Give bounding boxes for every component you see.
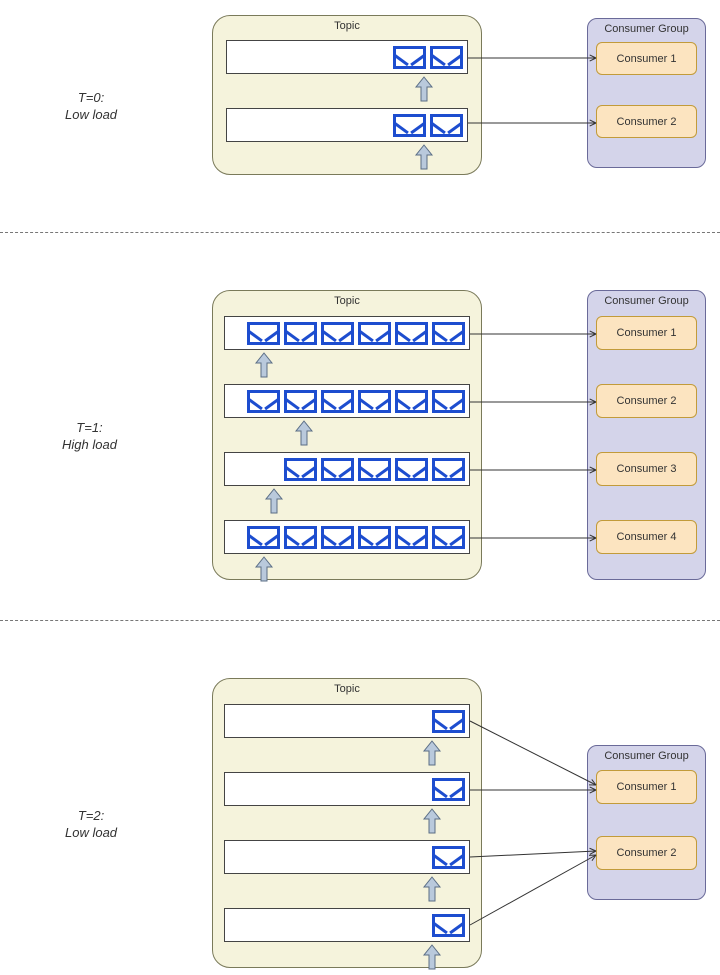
arrow [468, 395, 606, 407]
partition [224, 704, 470, 738]
group-title: Consumer Group [588, 23, 705, 35]
consumer-box: Consumer 2 [596, 105, 697, 138]
arrow [468, 845, 606, 863]
partition [224, 908, 470, 942]
stage-caption: T=1:High load [62, 420, 117, 454]
partition [226, 108, 468, 142]
cursor-arrow-icon [294, 420, 314, 446]
section-divider [0, 232, 720, 233]
cursor-arrow-icon [422, 944, 442, 970]
message-icon [432, 778, 465, 801]
message-icon [247, 322, 280, 345]
arrow [466, 116, 606, 128]
consumer-box: Consumer 1 [596, 316, 697, 350]
message-icon [284, 390, 317, 413]
message-icon [430, 46, 463, 69]
message-icon [284, 526, 317, 549]
partition [224, 452, 470, 486]
cursor-arrow-icon [264, 488, 284, 514]
partition [224, 520, 470, 554]
partition [224, 840, 470, 874]
stage-caption: T=2:Low load [65, 808, 117, 842]
consumer-box: Consumer 1 [596, 770, 697, 804]
partition [226, 40, 468, 74]
message-icon [247, 526, 280, 549]
cursor-arrow-icon [422, 808, 442, 834]
message-icon [395, 458, 428, 481]
caption-line: T=2: [65, 808, 117, 825]
consumer-label: Consumer 1 [617, 327, 677, 339]
message-icon [430, 114, 463, 137]
diagram-root: T=0:Low loadTopicConsumer GroupConsumer … [0, 0, 720, 975]
group-title: Consumer Group [588, 295, 705, 307]
caption-line: Low load [65, 825, 117, 842]
partition [224, 384, 470, 418]
arrow [468, 463, 606, 475]
message-icon [432, 458, 465, 481]
cursor-arrow-icon [422, 740, 442, 766]
cursor-arrow-icon [414, 76, 434, 102]
stage-caption: T=0:Low load [65, 90, 117, 124]
consumer-group-box: Consumer Group [587, 745, 706, 900]
message-icon [284, 322, 317, 345]
partition [224, 316, 470, 350]
message-icon [432, 846, 465, 869]
consumer-label: Consumer 2 [617, 395, 677, 407]
arrow [466, 51, 606, 63]
message-icon [395, 526, 428, 549]
arrow [468, 849, 606, 931]
message-icon [358, 322, 391, 345]
consumer-label: Consumer 2 [617, 847, 677, 859]
consumer-label: Consumer 1 [617, 781, 677, 793]
arrow [468, 531, 606, 543]
message-icon [393, 114, 426, 137]
message-icon [321, 322, 354, 345]
arrow [468, 715, 606, 791]
consumer-box: Consumer 2 [596, 836, 697, 870]
consumer-box: Consumer 3 [596, 452, 697, 486]
cursor-arrow-icon [254, 556, 274, 582]
message-icon [432, 914, 465, 937]
message-icon [395, 322, 428, 345]
arrow [468, 783, 606, 795]
topic-title: Topic [213, 20, 481, 32]
consumer-label: Consumer 1 [617, 53, 677, 65]
message-icon [321, 458, 354, 481]
cursor-arrow-icon [422, 876, 442, 902]
message-icon [432, 322, 465, 345]
consumer-label: Consumer 2 [617, 116, 677, 128]
cursor-arrow-icon [254, 352, 274, 378]
group-title: Consumer Group [588, 750, 705, 762]
message-icon [358, 390, 391, 413]
message-icon [432, 526, 465, 549]
consumer-group-box: Consumer Group [587, 18, 706, 168]
consumer-box: Consumer 4 [596, 520, 697, 554]
message-icon [395, 390, 428, 413]
message-icon [358, 458, 391, 481]
message-icon [284, 458, 317, 481]
message-icon [393, 46, 426, 69]
message-icon [432, 390, 465, 413]
arrow [468, 327, 606, 339]
consumer-label: Consumer 4 [617, 531, 677, 543]
caption-line: T=1: [62, 420, 117, 437]
cursor-arrow-icon [414, 144, 434, 170]
message-icon [432, 710, 465, 733]
message-icon [321, 526, 354, 549]
consumer-box: Consumer 1 [596, 42, 697, 75]
consumer-box: Consumer 2 [596, 384, 697, 418]
topic-box: Topic [212, 15, 482, 175]
section-divider [0, 620, 720, 621]
topic-title: Topic [213, 295, 481, 307]
partition [224, 772, 470, 806]
message-icon [358, 526, 391, 549]
message-icon [247, 390, 280, 413]
consumer-label: Consumer 3 [617, 463, 677, 475]
message-icon [321, 390, 354, 413]
caption-line: Low load [65, 107, 117, 124]
caption-line: High load [62, 437, 117, 454]
caption-line: T=0: [65, 90, 117, 107]
topic-title: Topic [213, 683, 481, 695]
